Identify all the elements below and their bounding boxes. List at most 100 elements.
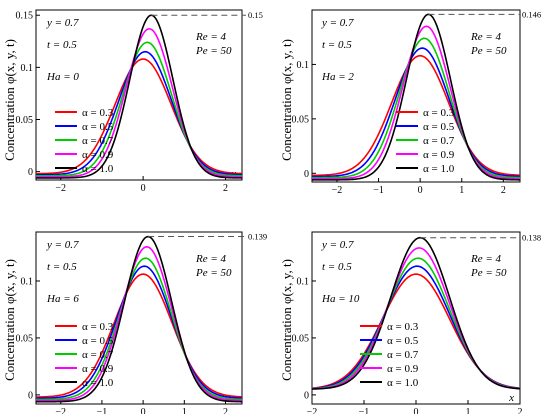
legend-label: α = 0.5 <box>423 121 455 133</box>
chart-panel-4: 0 0.05 0.1 −2 −1 0 1 2x Concentration φ(x, y, t)… <box>279 231 541 414</box>
x-tick-label: −2 <box>55 407 66 414</box>
y-tick-label: 0.05 <box>16 115 34 126</box>
plot-frame <box>35 9 243 181</box>
y-tick-label: 0.15 <box>16 11 34 22</box>
y-tick-label: 0 <box>304 169 309 180</box>
param-annotation: t = 0.5 <box>47 261 77 273</box>
param-annotation-right: Pe = 50 <box>195 45 232 57</box>
param-annotation-right: Re = 4 <box>195 253 227 265</box>
x-tick-label: −1 <box>373 185 384 196</box>
y-axis-label: Concentration φ(x, y, t) <box>279 259 294 381</box>
series-line-1 <box>36 273 242 398</box>
legend-label: α = 0.3 <box>82 321 114 333</box>
legend-label: α = 0.5 <box>387 335 419 347</box>
peak-label: 0.138 <box>522 233 541 243</box>
y-tick-label: 0.05 <box>292 333 310 344</box>
y-tick-label: 0.1 <box>297 276 310 287</box>
x-tick-label: −1 <box>97 407 108 414</box>
y-tick-label: 0.1 <box>21 276 34 287</box>
legend-label: α = 0.9 <box>423 149 455 161</box>
x-tick-label: −2 <box>55 183 66 194</box>
param-annotation-right: Re = 4 <box>470 253 502 265</box>
legend-label: α = 1.0 <box>82 163 114 175</box>
y-tick-label: 0 <box>304 390 309 401</box>
series-line-3 <box>36 41 242 177</box>
x-tick-label: 0 <box>414 407 419 414</box>
y-axis-label: Concentration φ(x, y, t) <box>2 39 17 161</box>
legend-label: α = 0.9 <box>387 363 419 375</box>
legend-label: α = 0.5 <box>82 335 114 347</box>
x-tick-label: −1 <box>359 407 370 414</box>
x-tick-label: −2 <box>307 407 318 414</box>
legend-label: α = 1.0 <box>82 377 114 389</box>
y-axis-label: Concentration φ(x, y, t) <box>279 39 294 161</box>
param-annotation: y = 0.7 <box>321 17 354 29</box>
legend-label: α = 0.7 <box>387 349 419 361</box>
series-line-1 <box>312 54 520 177</box>
param-annotation: y = 0.7 <box>321 239 354 251</box>
series-line-2 <box>312 47 520 178</box>
y-tick-label: 0.1 <box>21 63 34 74</box>
x-axis-label: x <box>508 392 514 404</box>
y-tick-label: 0.05 <box>16 333 34 344</box>
legend-label: α = 0.3 <box>423 107 455 119</box>
legend-label: α = 1.0 <box>423 163 455 175</box>
param-annotation: t = 0.5 <box>322 261 352 273</box>
y-tick-label: 0.05 <box>292 114 310 125</box>
param-annotation: Ha = 6 <box>46 293 79 305</box>
x-tick-label: 0 <box>141 407 146 414</box>
x-tick-label: 1 <box>466 407 471 414</box>
x-tick-label: 0 <box>141 183 146 194</box>
y-tick-label: 0.1 <box>297 60 310 71</box>
x-tick-label: 1 <box>182 407 187 414</box>
series-line-2 <box>36 265 242 400</box>
legend-label: α = 0.3 <box>387 321 419 333</box>
param-annotation: Ha = 10 <box>321 293 360 305</box>
legend-label: α = 0.5 <box>82 121 114 133</box>
series-line-1 <box>36 58 242 175</box>
legend-label: α = 1.0 <box>387 377 419 389</box>
peak-label: 0.146 <box>522 9 541 19</box>
series-line-5 <box>312 13 520 181</box>
peak-label: 0.15 <box>248 10 263 20</box>
x-tick-label: 2 <box>223 407 228 414</box>
param-annotation-right: Pe = 50 <box>470 267 507 279</box>
x-tick-label: 1 <box>459 185 464 196</box>
legend-label: α = 0.3 <box>82 107 114 119</box>
y-tick-label: 0 <box>28 167 33 178</box>
y-tick-label: 0 <box>28 390 33 401</box>
legend-label: α = 0.9 <box>82 149 114 161</box>
series-line-5 <box>36 14 242 179</box>
peak-label: 0.139 <box>248 232 267 242</box>
series-line-5 <box>312 236 520 390</box>
legend-label: α = 0.7 <box>82 135 114 147</box>
legend-label: α = 0.7 <box>423 135 455 147</box>
x-tick-label: 0 <box>418 185 423 196</box>
param-annotation: Ha = 0 <box>46 71 79 83</box>
series-line-5 <box>36 235 242 403</box>
legend-label: α = 0.9 <box>82 363 114 375</box>
x-tick-label: 2 <box>223 183 228 194</box>
x-tick-label: 2 <box>518 407 523 414</box>
param-annotation-right: Pe = 50 <box>470 45 507 57</box>
param-annotation-right: Re = 4 <box>470 31 502 43</box>
param-annotation-right: Pe = 50 <box>195 267 232 279</box>
plot-frame <box>35 231 243 405</box>
series-line-3 <box>312 37 520 179</box>
param-annotation: y = 0.7 <box>46 239 79 251</box>
param-annotation-right: Re = 4 <box>195 31 227 43</box>
series-line-2 <box>36 50 242 176</box>
series-line-3 <box>36 257 242 401</box>
series-line-4 <box>36 246 242 402</box>
plot-frame <box>311 9 521 183</box>
y-axis-label: Concentration φ(x, y, t) <box>2 259 17 381</box>
x-tick-label: 2 <box>501 185 506 196</box>
param-annotation: Ha = 2 <box>321 71 354 83</box>
param-annotation: t = 0.5 <box>322 39 352 51</box>
param-annotation: y = 0.7 <box>46 17 79 29</box>
x-tick-label: −2 <box>332 185 343 196</box>
